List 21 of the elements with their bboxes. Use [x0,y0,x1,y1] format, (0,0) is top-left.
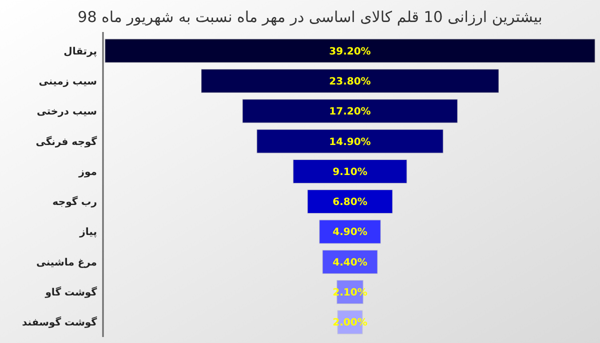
data-label: 4.90% [332,227,368,238]
category-label: موز [78,166,97,178]
data-label: 4.40% [332,257,368,268]
data-label: 2.00% [332,318,368,329]
category-label: گوشت گاو [44,286,98,299]
category-label: سیب درختی [36,106,98,118]
data-label: 2.10% [332,288,368,299]
text: بیشترین ارزانی 10 قلم کالای اساسی در مهر ماه نسبت به شهریور ماه 98 [78,8,542,26]
category-label: گوشت گوسفند [22,316,98,329]
category-label: گوجه فرنگی [36,134,98,148]
data-label: 17.20% [329,106,371,118]
category-label: مرغ ماشینی [36,257,97,268]
data-label: 6.80% [332,197,368,208]
data-label: 23.80% [329,76,371,88]
category-label: رب گوجه [52,195,98,208]
category-label: پرتقال [64,46,98,58]
category-label: پیاز [78,227,98,238]
category-label: سیب زمینی [38,76,98,88]
data-label: 14.90% [329,136,371,148]
data-label: 39.20% [329,46,371,58]
data-label: 9.10% [332,166,368,178]
